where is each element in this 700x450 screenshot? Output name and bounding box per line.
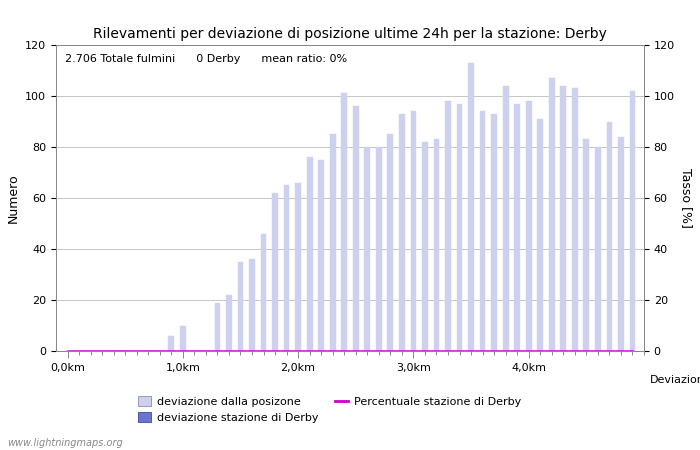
Text: www.lightningmaps.org: www.lightningmaps.org	[7, 438, 122, 448]
Bar	[249, 259, 255, 351]
Bar	[410, 111, 416, 351]
Bar	[388, 134, 393, 351]
Bar	[353, 106, 358, 351]
Bar	[169, 336, 174, 351]
Bar	[284, 185, 290, 351]
Bar	[526, 101, 531, 351]
Bar	[503, 86, 508, 351]
Bar	[595, 147, 601, 351]
Bar	[180, 325, 186, 351]
Bar	[456, 104, 463, 351]
Bar	[549, 78, 554, 351]
Bar	[561, 86, 566, 351]
Bar	[606, 122, 612, 351]
Bar	[514, 104, 520, 351]
Bar	[399, 114, 405, 351]
Legend: deviazione dalla posizone, deviazione stazione di Derby, Percentuale stazione di: deviazione dalla posizone, deviazione st…	[138, 396, 522, 423]
Bar	[237, 262, 244, 351]
Bar	[226, 295, 232, 351]
Bar	[445, 101, 451, 351]
Bar	[307, 157, 312, 351]
Bar	[342, 94, 347, 351]
Bar	[260, 234, 267, 351]
Bar	[272, 193, 278, 351]
Bar	[629, 91, 636, 351]
Bar	[214, 302, 220, 351]
Bar	[468, 63, 474, 351]
Bar	[538, 119, 543, 351]
Bar	[330, 134, 335, 351]
Text: Deviazioni: Deviazioni	[650, 375, 700, 386]
Y-axis label: Tasso [%]: Tasso [%]	[680, 168, 694, 228]
Bar	[365, 147, 370, 351]
Bar	[376, 147, 382, 351]
Bar	[480, 111, 486, 351]
Title: Rilevamenti per deviazione di posizione ultime 24h per la stazione: Derby: Rilevamenti per deviazione di posizione …	[93, 27, 607, 41]
Bar	[584, 140, 589, 351]
Bar	[433, 140, 440, 351]
Bar	[491, 114, 497, 351]
Bar	[618, 137, 624, 351]
Y-axis label: Numero: Numero	[6, 173, 20, 223]
Bar	[318, 160, 324, 351]
Bar	[295, 183, 301, 351]
Text: 2.706 Totale fulmini      0 Derby      mean ratio: 0%: 2.706 Totale fulmini 0 Derby mean ratio:…	[65, 54, 347, 64]
Bar	[422, 142, 428, 351]
Bar	[572, 88, 578, 351]
